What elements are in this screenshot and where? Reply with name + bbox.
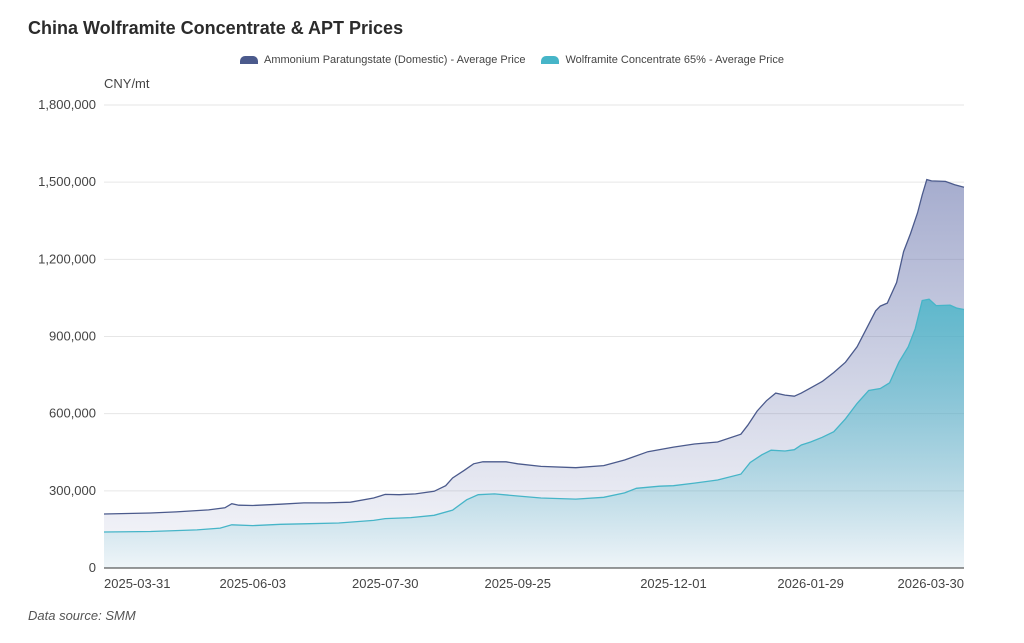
legend-swatch-apt (240, 56, 259, 64)
y-tick-label-4: 1,200,000 (38, 251, 96, 266)
x-tick-label-5: 2026-01-29 (777, 576, 844, 591)
x-tick-label-6: 2026-03-30 (898, 576, 965, 591)
chart-title: China Wolframite Concentrate & APT Price… (28, 18, 404, 38)
area-wolframite (104, 299, 964, 568)
x-tick-label-2: 2025-07-30 (352, 576, 419, 591)
y-tick-label-2: 600,000 (49, 406, 96, 421)
y-tick-label-5: 1,500,000 (38, 174, 96, 189)
line-apt (103, 178, 965, 515)
legend-item-apt[interactable]: Ammonium Paratungstate (Domestic) - Aver… (240, 54, 525, 66)
y-tick-label-3: 900,000 (49, 329, 96, 344)
x-tick-label-3: 2025-09-25 (484, 576, 551, 591)
legend-item-wolframite[interactable]: Wolframite Concentrate 65% - Average Pri… (541, 54, 784, 66)
legend-label-wolframite: Wolframite Concentrate 65% - Average Pri… (565, 54, 784, 66)
x-tick-label-1: 2025-06-03 (220, 576, 287, 591)
legend-label-apt: Ammonium Paratungstate (Domestic) - Aver… (264, 54, 526, 66)
y-axis-unit-label: CNY/mt (104, 76, 150, 91)
y-tick-label-0: 0 (89, 560, 96, 575)
legend-swatch-wolframite (541, 56, 560, 64)
y-tick-label-1: 300,000 (49, 483, 96, 498)
line-wolframite (103, 298, 965, 533)
legend: Ammonium Paratungstate (Domestic) - Aver… (0, 54, 1024, 66)
x-tick-label-0: 2025-03-31 (104, 576, 171, 591)
x-tick-label-4: 2025-12-01 (640, 576, 707, 591)
data-source-note: Data source: SMM (28, 608, 136, 623)
y-tick-label-6: 1,800,000 (38, 97, 96, 112)
